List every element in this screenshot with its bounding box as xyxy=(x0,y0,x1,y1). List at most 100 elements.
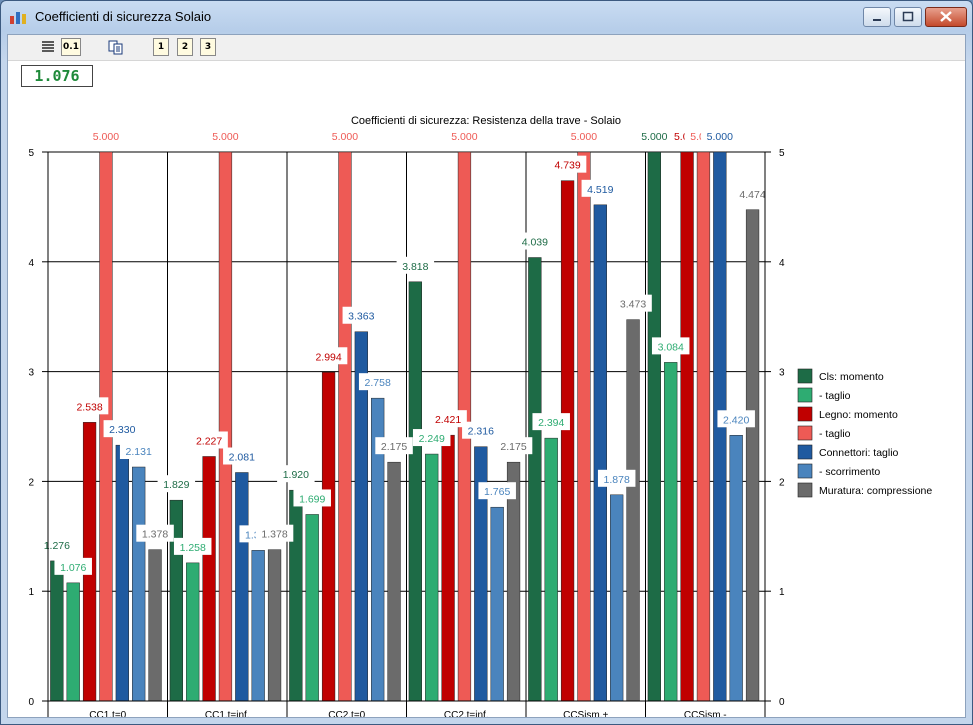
data-label: 5.000 xyxy=(212,131,238,143)
data-label: 1.378 xyxy=(261,529,287,541)
bar xyxy=(490,506,504,702)
data-label-background xyxy=(342,306,381,324)
data-label-background xyxy=(173,537,212,555)
data-label-background xyxy=(581,179,620,197)
decimals-button[interactable]: 0.1 xyxy=(61,38,81,56)
view-3-button[interactable]: 3 xyxy=(200,38,216,56)
bar xyxy=(425,453,439,702)
chart-axes: 0 0 1 1 2 2 3 3 4 4 5 5 CC1,t=0 CC1,t=inf. CC2,t=0 CC2,… xyxy=(28,148,785,717)
bar xyxy=(305,514,319,702)
x-tick-label: CC2,t=0 xyxy=(328,710,365,717)
data-label-background xyxy=(309,347,348,365)
y-tick-label-left: 1 xyxy=(28,587,34,598)
data-label: 2.330 xyxy=(109,424,135,436)
toolbar: 0.1 1 2 3 xyxy=(8,35,965,61)
data-label: 2.538 xyxy=(76,401,102,413)
bar xyxy=(267,549,282,702)
legend-label: - taglio xyxy=(819,390,851,402)
minimize-button[interactable] xyxy=(863,7,891,27)
close-button[interactable] xyxy=(925,7,967,27)
title-bar[interactable]: Coefficienti di sicurezza Solaio xyxy=(1,1,972,33)
data-label: 1.258 xyxy=(180,542,206,554)
bar xyxy=(387,461,401,702)
data-label-background xyxy=(494,437,533,455)
data-label-background xyxy=(717,410,755,428)
data-label: 4.519 xyxy=(587,184,613,196)
legend-swatch xyxy=(797,368,813,384)
view-1-button[interactable]: 1 xyxy=(153,38,169,56)
close-icon xyxy=(940,11,952,22)
selected-value-display: 1.076 xyxy=(21,65,93,87)
legend-label: - scorrimento xyxy=(819,466,880,478)
x-tick-label: CC1,t=0 xyxy=(89,710,126,717)
data-label-background xyxy=(54,557,92,575)
data-label: 4.039 xyxy=(522,237,548,249)
view-2-button[interactable]: 2 xyxy=(177,38,193,56)
data-label: 2.175 xyxy=(500,441,526,453)
data-label: 3.818 xyxy=(402,261,428,273)
align-button[interactable] xyxy=(38,38,58,56)
bar xyxy=(577,151,591,702)
chart-bars xyxy=(50,151,760,702)
chart-legend: Cls: momento - taglio Legno: momento - tagl… xyxy=(797,368,932,498)
data-label-background xyxy=(396,256,435,274)
bar xyxy=(289,489,303,702)
data-label: 5.000 xyxy=(332,131,358,143)
data-label: 1.765 xyxy=(484,486,510,498)
data-label-background xyxy=(565,127,603,144)
data-label: 2.420 xyxy=(723,414,749,426)
chart-client-area: 0.1 1 2 3 1.076 Coefficienti di sicurezz… xyxy=(7,34,966,718)
data-label-background xyxy=(478,482,516,500)
bar xyxy=(251,550,265,702)
y-tick-label-left: 3 xyxy=(28,368,34,379)
bar xyxy=(544,437,558,702)
data-label: 5.000 xyxy=(707,131,733,143)
data-label-background xyxy=(445,127,484,144)
copy-button[interactable] xyxy=(106,38,126,56)
data-label: 3.084 xyxy=(658,341,684,353)
maximize-button[interactable] xyxy=(894,7,922,27)
data-label: 2.316 xyxy=(468,426,494,438)
x-tick-label: CCSism.- xyxy=(684,710,727,717)
data-label: 2.131 xyxy=(126,446,152,458)
y-tick-label-right: 0 xyxy=(779,697,785,708)
legend-swatch xyxy=(797,387,813,403)
data-label-background xyxy=(136,524,174,542)
bar xyxy=(593,204,607,702)
bar xyxy=(148,549,162,702)
data-label-background xyxy=(223,447,261,465)
safety-factor-chart: Coefficienti di sicurezza: Resistenza de… xyxy=(28,115,932,717)
window-title: Coefficienti di sicurezza Solaio xyxy=(35,9,212,24)
data-label: 2.994 xyxy=(315,351,341,363)
y-tick-label-left: 0 xyxy=(28,697,34,708)
x-tick-label: CC1,t=inf. xyxy=(205,710,250,717)
x-tick-label: CC2,t=inf. xyxy=(444,710,489,717)
bar xyxy=(626,319,640,702)
data-label-background xyxy=(651,337,690,355)
data-label-background xyxy=(532,413,570,431)
data-label: 1.276 xyxy=(44,540,70,552)
legend-swatch xyxy=(797,463,813,479)
data-label-background xyxy=(516,232,554,250)
y-tick-label-right: 4 xyxy=(779,258,785,269)
bar xyxy=(66,582,80,702)
data-label: 5.000 xyxy=(641,131,667,143)
legend-label: Cls: momento xyxy=(819,371,884,383)
bar xyxy=(202,456,216,702)
data-label-background xyxy=(38,535,76,553)
bar xyxy=(186,562,200,702)
data-label: 4.739 xyxy=(554,160,580,172)
legend-swatch xyxy=(797,482,813,498)
y-tick-label-right: 3 xyxy=(779,368,785,379)
data-label-background xyxy=(326,127,364,144)
chart-app-icon xyxy=(10,12,26,24)
bar xyxy=(680,151,694,702)
data-label: 1.076 xyxy=(60,562,86,574)
bar xyxy=(321,372,336,702)
bar xyxy=(528,257,542,702)
data-label-background xyxy=(701,127,739,144)
data-label: 3.363 xyxy=(348,311,374,323)
data-label-background xyxy=(614,294,652,312)
data-label-background xyxy=(119,442,158,460)
data-label: 2.081 xyxy=(229,452,255,464)
